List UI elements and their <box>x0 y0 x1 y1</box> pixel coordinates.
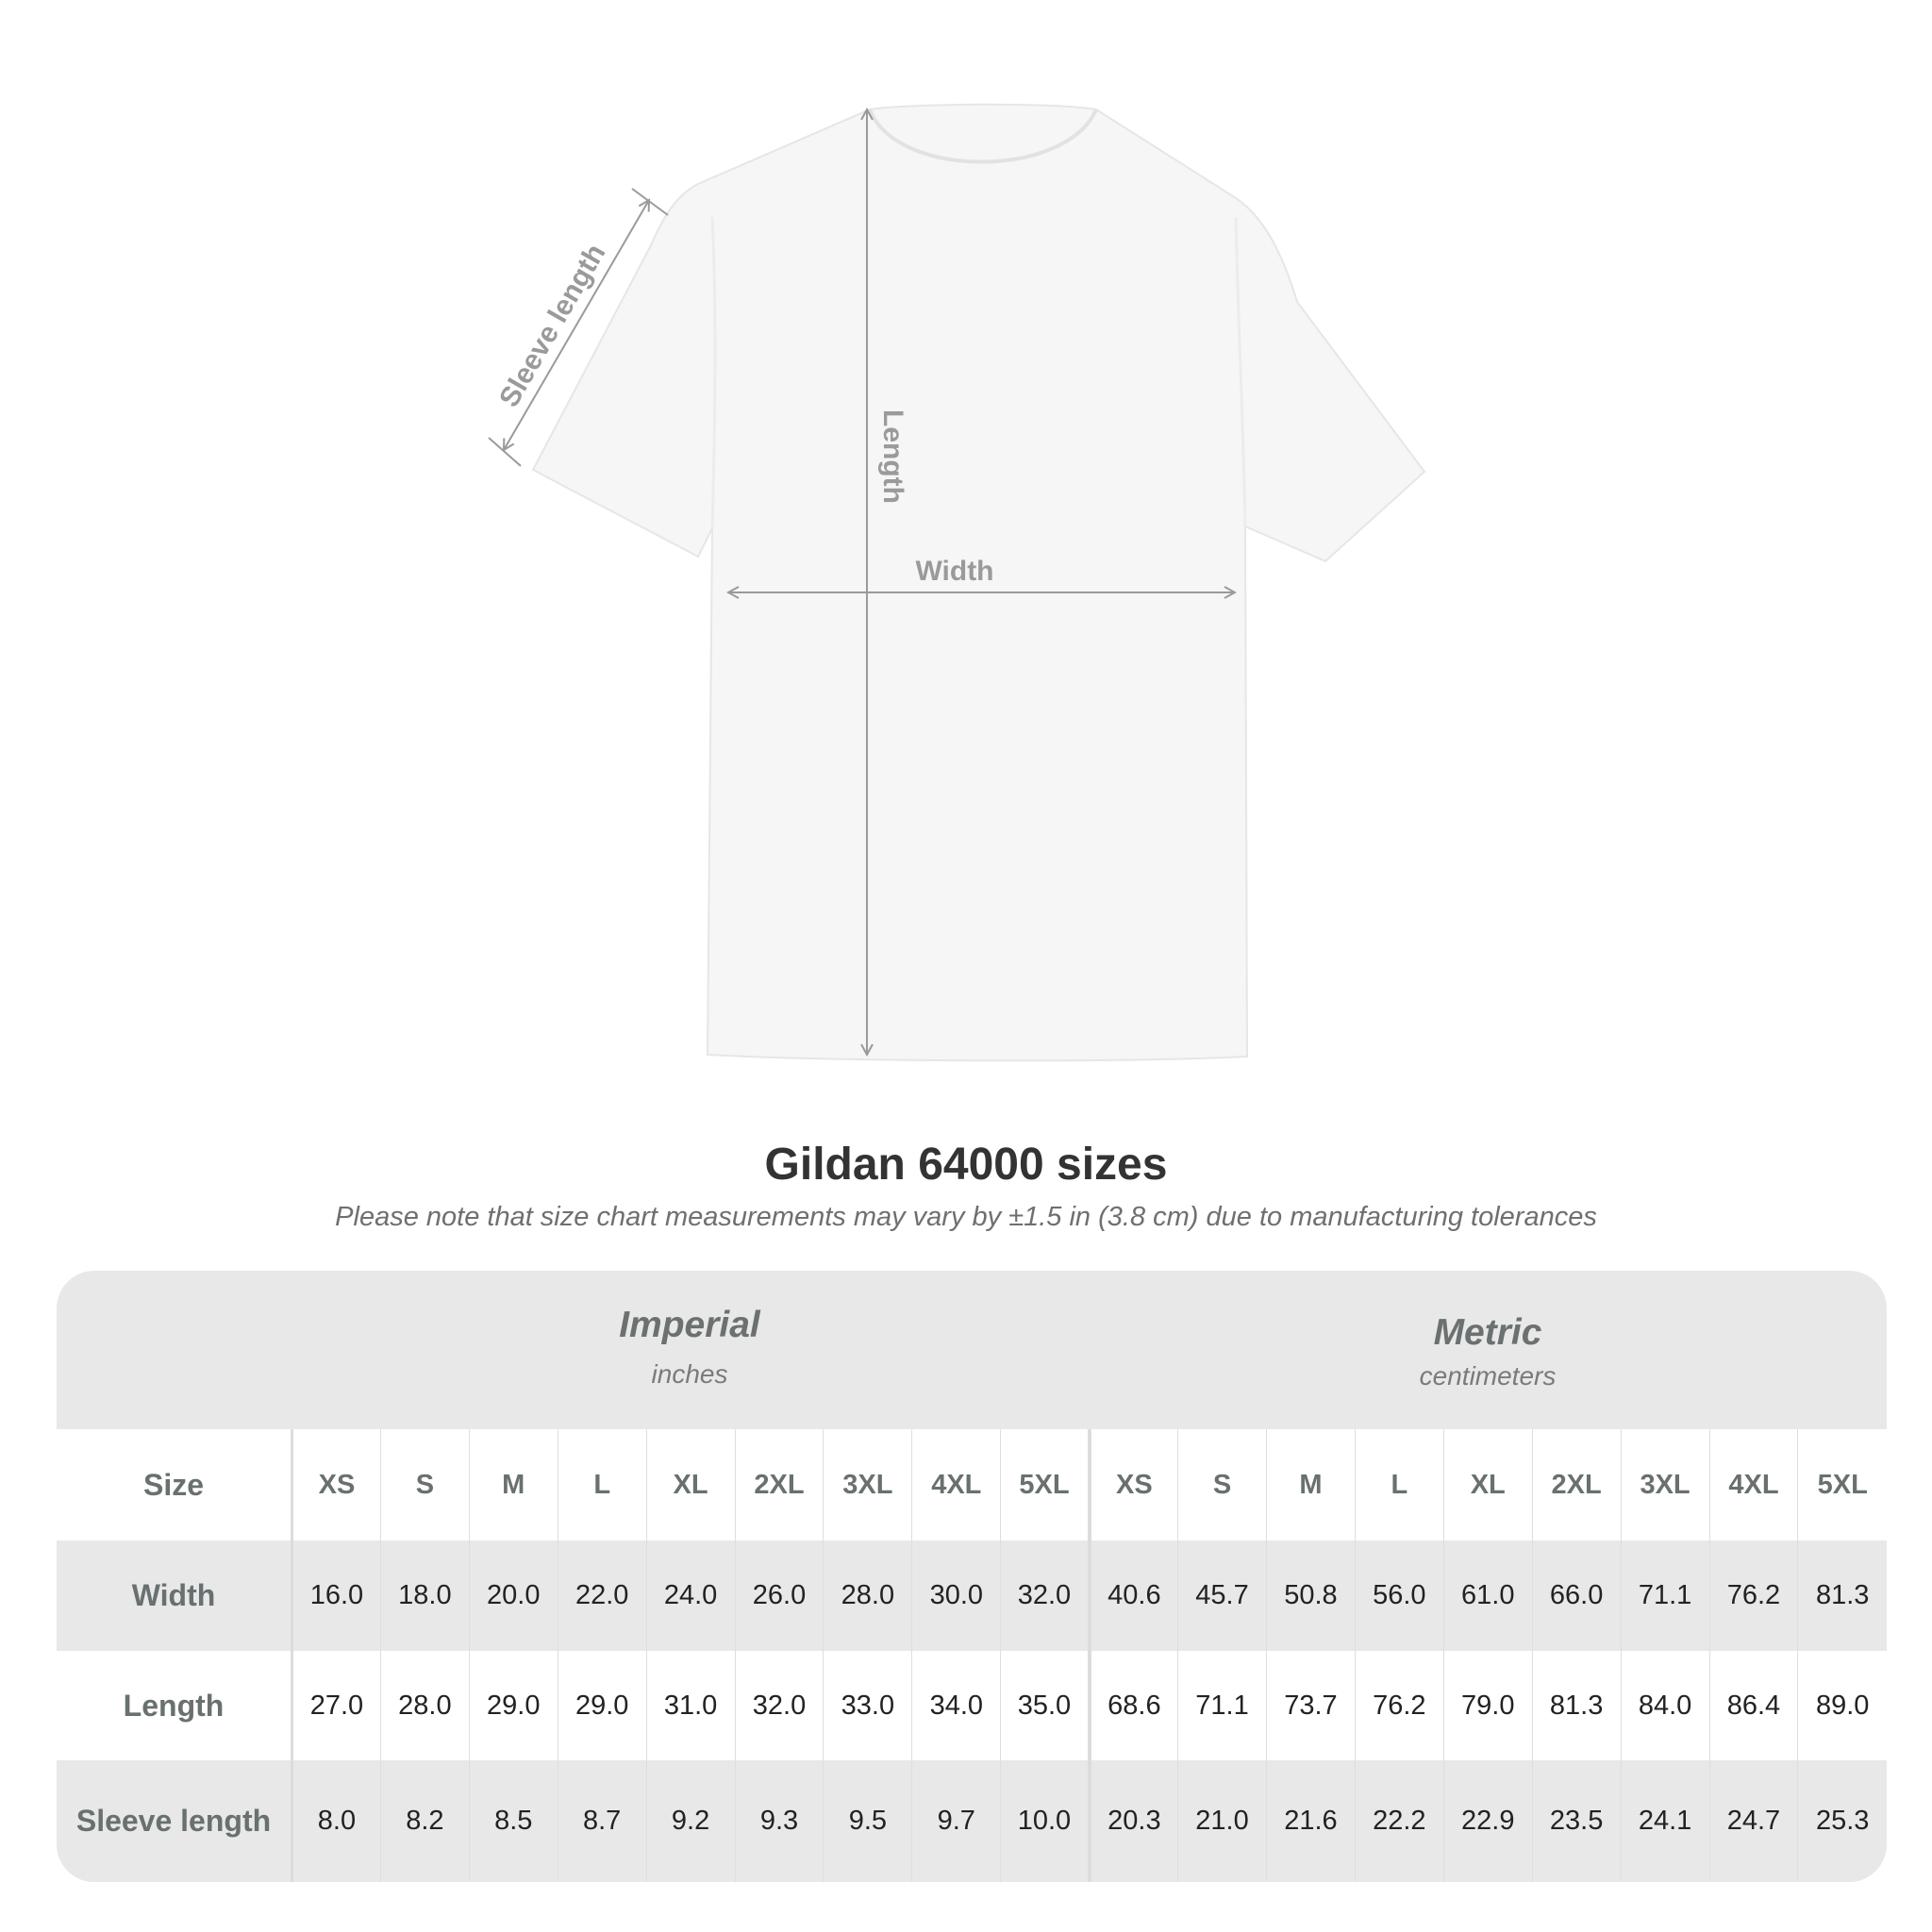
imperial-value: 8.0 <box>291 1760 381 1882</box>
metric-value: 68.6 <box>1087 1651 1178 1760</box>
metric-value: 66.0 <box>1531 1541 1622 1651</box>
metric-value: 56.0 <box>1354 1541 1444 1651</box>
imperial-label: Imperial <box>619 1305 760 1345</box>
imperial-value: 29.0 <box>557 1651 647 1760</box>
imperial-value: 33.0 <box>823 1651 912 1760</box>
metric-size-3xl: 3XL <box>1620 1429 1709 1541</box>
metric-value: 71.1 <box>1620 1541 1709 1651</box>
imperial-value: 8.2 <box>379 1760 470 1882</box>
size-header-row: Size XS S M L XL 2XL 3XL 4XL 5XL XS S M L XL 2XL 3XL 4XL 5… <box>57 1429 1887 1541</box>
metric-value: 76.2 <box>1708 1541 1798 1651</box>
tolerance-note: Please note that size chart measurements… <box>335 1202 1597 1232</box>
sleeve-arrow <box>488 188 669 467</box>
row-label: Sleeve length <box>57 1760 293 1882</box>
metric-value: 81.3 <box>1797 1541 1887 1651</box>
metric-value: 76.2 <box>1354 1651 1444 1760</box>
row-label: Length <box>57 1651 293 1760</box>
size-table: Imperial inches Metric centimeters Size X… <box>57 1271 1887 1882</box>
metric-size-xs: XS <box>1087 1429 1178 1541</box>
imperial-value: 32.0 <box>1000 1541 1090 1651</box>
imperial-value: 16.0 <box>291 1541 381 1651</box>
imperial-size-2xl: 2XL <box>734 1429 824 1541</box>
imperial-value: 32.0 <box>734 1651 824 1760</box>
metric-value: 24.7 <box>1708 1760 1798 1882</box>
metric-value: 21.6 <box>1265 1760 1356 1882</box>
metric-value: 79.0 <box>1442 1651 1533 1760</box>
metric-value: 89.0 <box>1797 1651 1887 1760</box>
row-label: Width <box>57 1541 293 1651</box>
imperial-size-4xl: 4XL <box>911 1429 1001 1541</box>
imperial-value: 22.0 <box>557 1541 647 1651</box>
imperial-unit: inches <box>651 1359 728 1389</box>
chart-title: Gildan 64000 sizes <box>764 1140 1168 1190</box>
imperial-value: 26.0 <box>734 1541 824 1651</box>
metric-size-2xl: 2XL <box>1531 1429 1622 1541</box>
metric-size-xl: XL <box>1442 1429 1533 1541</box>
metric-value: 84.0 <box>1620 1651 1709 1760</box>
imperial-value: 10.0 <box>1000 1760 1090 1882</box>
metric-value: 21.0 <box>1177 1760 1267 1882</box>
imperial-size-xs: XS <box>291 1429 381 1541</box>
metric-value: 61.0 <box>1442 1541 1533 1651</box>
metric-value: 23.5 <box>1531 1760 1622 1882</box>
imperial-size-5xl: 5XL <box>1000 1429 1090 1541</box>
metric-size-l: L <box>1354 1429 1444 1541</box>
metric-value: 86.4 <box>1708 1651 1798 1760</box>
imperial-value: 27.0 <box>291 1651 381 1760</box>
imperial-value: 9.7 <box>911 1760 1001 1882</box>
imperial-size-l: L <box>557 1429 647 1541</box>
imperial-value: 28.0 <box>379 1651 470 1760</box>
metric-header: Metric centimeters <box>1089 1271 1887 1471</box>
imperial-value: 18.0 <box>379 1541 470 1651</box>
imperial-value: 9.5 <box>823 1760 912 1882</box>
metric-value: 25.3 <box>1797 1760 1887 1882</box>
metric-value: 50.8 <box>1265 1541 1356 1651</box>
width-label: Width <box>915 556 993 587</box>
imperial-value: 28.0 <box>823 1541 912 1651</box>
imperial-value: 31.0 <box>645 1651 736 1760</box>
metric-value: 45.7 <box>1177 1541 1267 1651</box>
metric-value: 40.6 <box>1087 1541 1178 1651</box>
size-table-grid: Size XS S M L XL 2XL 3XL 4XL 5XL XS S M L XL 2XL 3XL 4XL 5… <box>57 1429 1887 1882</box>
imperial-size-xl: XL <box>645 1429 736 1541</box>
metric-size-5xl: 5XL <box>1797 1429 1887 1541</box>
imperial-value: 29.0 <box>468 1651 558 1760</box>
imperial-value: 8.7 <box>557 1760 647 1882</box>
imperial-header: Imperial inches <box>291 1271 1089 1463</box>
length-label: Length <box>877 409 908 504</box>
imperial-value: 9.2 <box>645 1760 736 1882</box>
metric-unit: centimeters <box>1419 1361 1557 1391</box>
metric-value: 22.2 <box>1354 1760 1444 1882</box>
size-row-label: Size <box>57 1429 293 1541</box>
metric-value: 73.7 <box>1265 1651 1356 1760</box>
imperial-value: 9.3 <box>734 1760 824 1882</box>
imperial-value: 35.0 <box>1000 1651 1090 1760</box>
metric-size-4xl: 4XL <box>1708 1429 1798 1541</box>
metric-value: 71.1 <box>1177 1651 1267 1760</box>
table-row: Width 16.0 18.0 20.0 22.0 24.0 26.0 28.0 30.0 32.… <box>57 1541 1887 1651</box>
imperial-size-s: S <box>379 1429 470 1541</box>
metric-value: 22.9 <box>1442 1760 1533 1882</box>
tshirt-diagram: Length Width Sleeve length <box>488 103 1426 1062</box>
table-row: Length 27.0 28.0 29.0 29.0 31.0 32.0 33.0 34.0 35… <box>57 1651 1887 1760</box>
metric-value: 81.3 <box>1531 1651 1622 1760</box>
metric-size-m: M <box>1265 1429 1356 1541</box>
metric-value: 24.1 <box>1620 1760 1709 1882</box>
imperial-value: 34.0 <box>911 1651 1001 1760</box>
imperial-value: 8.5 <box>468 1760 558 1882</box>
imperial-size-m: M <box>468 1429 558 1541</box>
imperial-value: 24.0 <box>645 1541 736 1651</box>
metric-label: Metric <box>1433 1312 1542 1353</box>
imperial-size-3xl: 3XL <box>823 1429 912 1541</box>
table-row: Sleeve length 8.0 8.2 8.5 8.7 9.2 9.3 9.5 9.7 10.… <box>57 1760 1887 1882</box>
imperial-value: 30.0 <box>911 1541 1001 1651</box>
imperial-value: 20.0 <box>468 1541 558 1651</box>
metric-size-s: S <box>1177 1429 1267 1541</box>
metric-value: 20.3 <box>1087 1760 1178 1882</box>
